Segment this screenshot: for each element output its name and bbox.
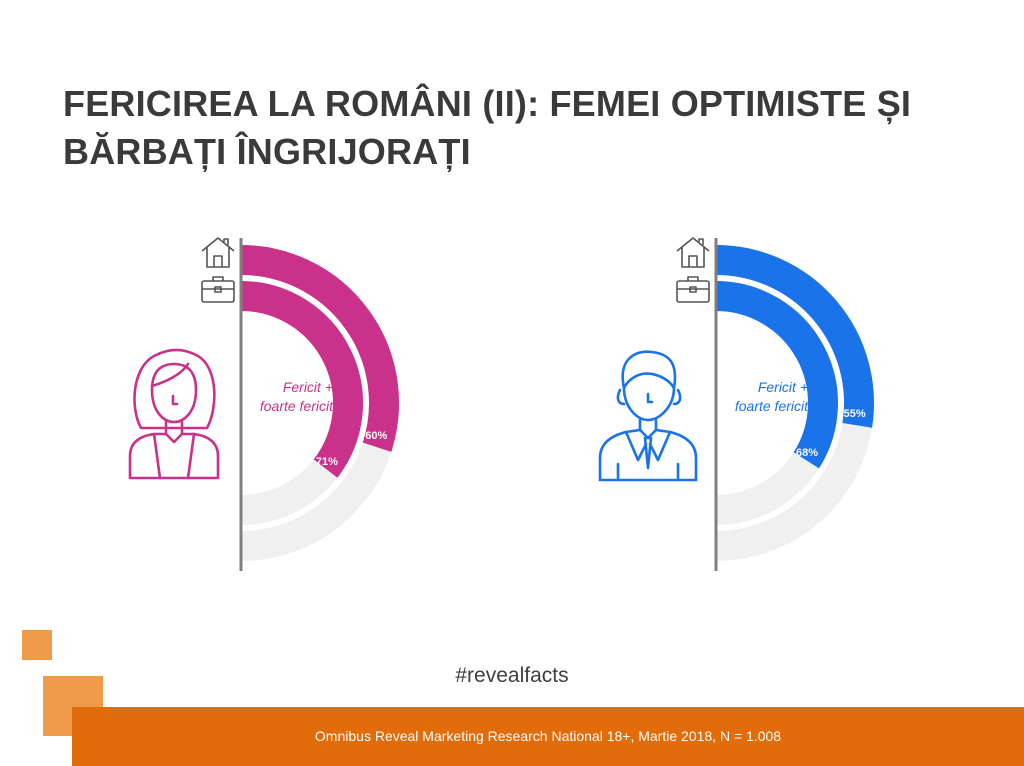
value-label-home-icon: 60% [365,430,387,442]
briefcase-icon [676,276,710,303]
home-icon [201,237,235,268]
page-title-line1: FERICIREA LA ROMÂNI (II): FEMEI OPTIMIST… [63,83,912,124]
series-label: Fericit + foarte fericit [260,379,334,414]
value-label-briefcase-icon: 68% [796,447,818,459]
bar-briefcase-icon [240,281,363,478]
radial-chart-women: 60% 71% Fericit + foarte fericit [128,237,399,571]
series-label-line1: Fericit + [283,379,333,395]
value-label-home-icon: 55% [844,408,866,420]
bar-home-icon [715,245,874,428]
page-title-line2: BĂRBAȚI ÎNGRIJORAȚI [63,131,471,172]
bar-home-icon [240,245,399,452]
series-label: Fericit + foarte fericit [735,379,809,414]
footer-bar: Omnibus Reveal Marketing Research Nation… [72,707,1024,766]
hashtag: #revealfacts [455,664,569,687]
decor-square-small [22,630,52,660]
series-label-line1: Fericit + [758,379,808,395]
series-label-line2: foarte fericit [735,398,809,414]
bar-briefcase-icon [715,281,838,469]
woman-avatar-icon [128,348,220,480]
home-icon [676,237,710,268]
man-avatar-icon [598,350,698,482]
radial-chart-men: 55% 68% Fericit + foarte fericit [598,237,874,571]
footer-source: Omnibus Reveal Marketing Research Nation… [314,728,782,744]
briefcase-icon [201,276,235,303]
value-label-briefcase-icon: 71% [316,456,338,468]
series-label-line2: foarte fericit [260,398,334,414]
page-title: FERICIREA LA ROMÂNI (II): FEMEI OPTIMIST… [63,80,1003,176]
